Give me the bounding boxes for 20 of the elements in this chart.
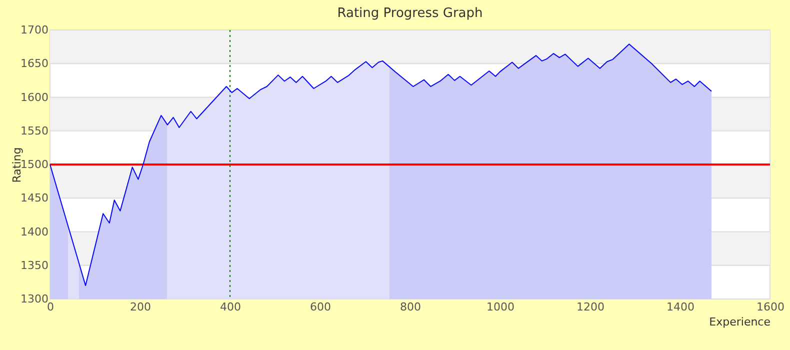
y-tick-label: 1350 (20, 258, 48, 272)
x-tick-label: 1400 (666, 300, 694, 314)
x-tick-label: 200 (130, 300, 151, 314)
x-tick-label: 1000 (486, 300, 514, 314)
y-tick-label: 1450 (20, 192, 48, 205)
x-tick-label: 1600 (756, 300, 784, 314)
x-tick-label: 600 (310, 300, 331, 314)
line-series (50, 44, 712, 286)
x-tick-label: 1200 (576, 300, 604, 314)
y-tick-label: 1700 (20, 24, 48, 36)
x-axis-title: Experience (709, 316, 771, 328)
y-tick-label: 1550 (20, 124, 48, 138)
y-tick-label: 1300 (20, 292, 48, 306)
x-tick-label: 400 (220, 300, 241, 314)
y-tick-label: 1650 (20, 57, 48, 70)
y-tick-label: 1600 (20, 90, 48, 104)
chart-title: Rating Progress Graph (337, 6, 483, 21)
x-tick-label: 0 (47, 300, 54, 314)
y-tick-label: 1400 (20, 225, 48, 238)
x-tick-label: 800 (400, 300, 421, 314)
